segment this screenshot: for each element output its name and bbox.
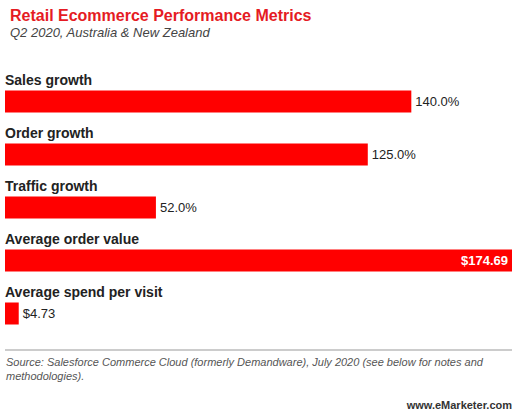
svg-text:Average spend per visit: Average spend per visit [5,284,163,300]
svg-text:140.0%: 140.0% [415,94,460,109]
svg-text:Sales growth: Sales growth [5,72,92,88]
svg-text:$4.73: $4.73 [23,306,56,321]
svg-text:Traffic growth: Traffic growth [5,178,98,194]
svg-text:52.0%: 52.0% [160,200,197,215]
svg-text:Retail Ecommerce Performance M: Retail Ecommerce Performance Metrics [10,7,312,24]
svg-text:$174.69: $174.69 [461,253,508,268]
svg-text:methodologies).: methodologies). [6,370,84,382]
svg-text:Source: Salesforce Commerce Cl: Source: Salesforce Commerce Cloud (forme… [6,356,486,368]
svg-text:www.eMarketer.com: www.eMarketer.com [406,399,513,411]
svg-text:Order growth: Order growth [5,125,94,141]
svg-text:125.0%: 125.0% [372,147,417,162]
svg-text:Q2 2020, Australia & New Zeala: Q2 2020, Australia & New Zealand [10,25,210,40]
svg-text:Average order value: Average order value [5,231,139,247]
